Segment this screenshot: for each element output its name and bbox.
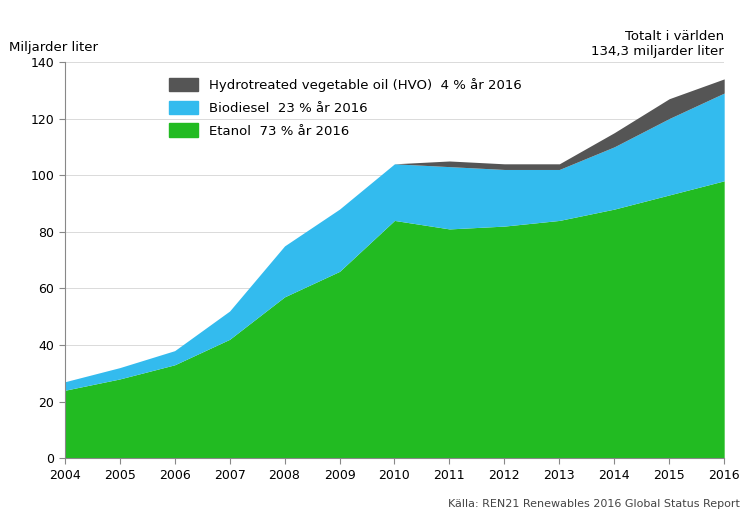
Text: Källa: REN21 Renewables 2016 Global Status Report: Källa: REN21 Renewables 2016 Global Stat… <box>448 499 740 509</box>
Text: Miljarder liter: Miljarder liter <box>8 41 97 54</box>
Legend: Hydrotreated vegetable oil (HVO)  4 % år 2016, Biodiesel  23 % år 2016, Etanol  : Hydrotreated vegetable oil (HVO) 4 % år … <box>164 73 526 143</box>
Text: Totalt i världen
134,3 miljarder liter: Totalt i världen 134,3 miljarder liter <box>591 30 724 58</box>
